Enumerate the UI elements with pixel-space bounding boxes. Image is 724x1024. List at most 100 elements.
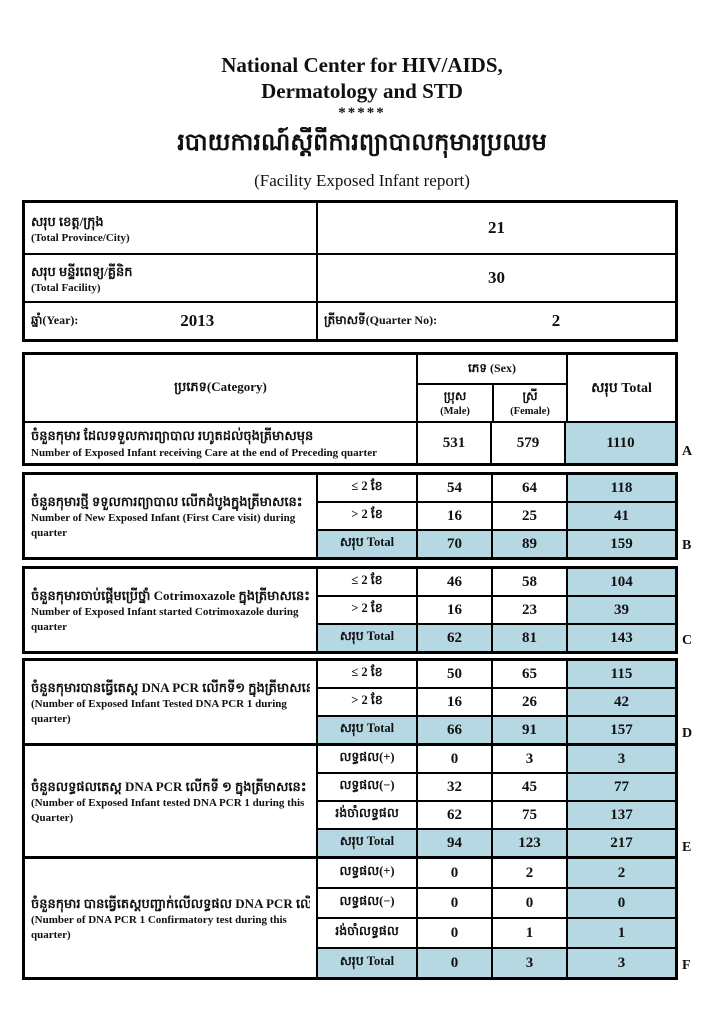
total-province-value: 21 (488, 218, 505, 237)
section-d-label-khmer: ចំនួនកុមារបានធ្វើតេស្ដ DNA PCR លើកទី១ ក្… (31, 679, 310, 695)
section-e-total-male: 94 (416, 830, 491, 856)
section-c-table: ចំនួនកុមារចាប់ផ្ដើមប្រើថ្នាំ Cotrimoxazo… (22, 566, 678, 654)
org-name-line2: Dermatology and STD (261, 79, 463, 104)
quarter-cell: ត្រីមាសទី(Quarter No): 2 (318, 303, 675, 339)
table-row: > 2 ខែ 16 25 41 (318, 501, 675, 529)
section-c-row1-male: 46 (416, 569, 491, 595)
section-e-rows: លទ្ធផល(+) 0 3 3 លទ្ធផល(−) 32 45 77 រង់ចា… (318, 746, 675, 856)
table-row: រង់ចាំលទ្ធផល 0 1 1 (318, 917, 675, 947)
section-f-row2-total: 0 (566, 889, 675, 917)
section-b-row2-female: 25 (491, 503, 566, 529)
section-e-row2-total: 77 (566, 774, 675, 800)
summary-info-table: សរុប ខេត្ត/ក្រុង (Total Province/City) 2… (22, 200, 678, 342)
section-b-row2-label: > 2 ខែ (351, 507, 383, 521)
section-d-total-label: សរុប Total (318, 717, 416, 743)
quarter-value: 2 (551, 311, 561, 330)
table-row: ≤ 2 ខែ 50 65 115 (318, 661, 675, 687)
section-d-row2-male: 16 (416, 689, 491, 715)
section-c-total-female: 81 (491, 625, 566, 651)
total-facility-label-english: (Total Facility) (31, 282, 101, 295)
section-f-table: ចំនួនកុមារ បានធ្វើតេស្ដបញ្ជាក់លើលទ្ធផល D… (22, 856, 678, 980)
section-e-label-khmer: ចំនួនលទ្ធផលតេស្ដ DNA PCR លើកទី ១ ក្នុងត្… (31, 778, 307, 794)
section-d-row1-female: 65 (491, 661, 566, 687)
section-e-row1-total: 3 (566, 746, 675, 772)
section-b-row1-total: 118 (566, 475, 675, 501)
section-d-rows: ≤ 2 ខែ 50 65 115 > 2 ខែ 16 26 42 សរុប To… (318, 661, 675, 743)
total-facility-label: សរុប មន្ទីរពេទ្យ/គ្លីនិក (Total Facility… (25, 255, 318, 301)
section-a-category: ចំនួនកុមារ ដែលទទួលការព្យាបាល រហូតដល់ចុងត… (25, 423, 418, 463)
section-c-label-khmer: ចំនួនកុមារចាប់ផ្ដើមប្រើថ្នាំ Cotrimoxazo… (31, 587, 310, 603)
section-f-row1-total: 2 (566, 859, 675, 887)
female-header: ស្រី (Female) (492, 385, 566, 421)
male-female-header-row: ប្រុស (Male) ស្រី (Female) (418, 385, 566, 421)
section-b-total-female: 89 (491, 531, 566, 557)
table-row: លទ្ធផល(−) 32 45 77 (318, 772, 675, 800)
section-b-row1-male: 54 (416, 475, 491, 501)
section-f-total-male: 0 (416, 949, 491, 977)
section-a-male-value: 531 (418, 423, 492, 463)
section-d-total-female: 91 (491, 717, 566, 743)
section-f-total-total: 3 (566, 949, 675, 977)
total-facility-value: 30 (488, 268, 505, 287)
column-header-row: ប្រភេទ(Category) ភេទ (Sex) ប្រុស (Male) … (25, 355, 675, 421)
quarter-label: ត្រីមាសទី(Quarter No): (324, 313, 438, 327)
section-d-row2-label: > 2 ខែ (351, 693, 383, 707)
section-b-row2-male: 16 (416, 503, 491, 529)
section-b-row1-label: ≤ 2 ខែ (351, 479, 383, 493)
section-a-table: ប្រភេទ(Category) ភេទ (Sex) ប្រុស (Male) … (22, 352, 678, 466)
section-f-row2-male: 0 (416, 889, 491, 917)
table-total-row: សរុប Total 0 3 3 (318, 947, 675, 977)
section-b-label-khmer: ចំនួនកុមារថ្មី ទទួលការព្យាបាល លើកដំបូងក្… (31, 493, 303, 509)
section-e-row2-female: 45 (491, 774, 566, 800)
section-c-row2-female: 23 (491, 597, 566, 623)
section-d-total-male: 66 (416, 717, 491, 743)
section-d-row1-male: 50 (416, 661, 491, 687)
section-c-row2-label: > 2 ខែ (351, 601, 383, 615)
female-header-english: (Female) (510, 406, 550, 418)
section-f-row3-female: 1 (491, 919, 566, 947)
table-row: ≤ 2 ខែ 54 64 118 (318, 475, 675, 501)
star-divider: ***** (338, 104, 386, 121)
section-c-total-male: 62 (416, 625, 491, 651)
section-c-label-english: Number of Exposed Infant started Cotrimo… (31, 606, 299, 633)
year-cell: ឆ្នាំ(Year): 2013 (25, 303, 318, 339)
section-d-row1-total: 115 (566, 661, 675, 687)
table-total-row: សរុប Total 66 91 157 (318, 715, 675, 743)
section-a-row: ចំនួនកុមារ ដែលទទួលការព្យាបាល រហូតដល់ចុងត… (25, 421, 675, 463)
section-c-total-label: សរុប Total (318, 625, 416, 651)
section-c-row1-total: 104 (566, 569, 675, 595)
year-label: ឆ្នាំ(Year): (31, 313, 79, 327)
section-e-letter: E (682, 840, 692, 855)
sex-header: ភេទ (Sex) (418, 355, 566, 385)
section-f-category: ចំនួនកុមារ បានធ្វើតេស្ដបញ្ជាក់លើលទ្ធផល D… (25, 859, 318, 977)
table-total-row: សរុប Total 62 81 143 (318, 623, 675, 651)
section-a-letter: A (682, 444, 693, 459)
section-f-row3-total: 1 (566, 919, 675, 947)
table-total-row: សរុប Total 70 89 159 (318, 529, 675, 557)
section-e-total-female: 123 (491, 830, 566, 856)
table-row: > 2 ខែ 16 23 39 (318, 595, 675, 623)
section-b-row1-female: 64 (491, 475, 566, 501)
section-d-table: ចំនួនកុមារបានធ្វើតេស្ដ DNA PCR លើកទី១ ក្… (22, 658, 678, 746)
section-e-row1-label: លទ្ធផល(+) (339, 750, 395, 764)
section-a-label-khmer: ចំនួនកុមារ ដែលទទួលការព្យាបាល រហូតដល់ចុងត… (31, 428, 314, 444)
section-f-row1-label: លទ្ធផល(+) (339, 864, 395, 878)
section-d-row1-label: ≤ 2 ខែ (351, 665, 383, 679)
section-a-label-english: Number of Exposed Infant receiving Care … (31, 446, 377, 459)
section-a-total-value: 1110 (566, 423, 675, 463)
section-e-row2-male: 32 (416, 774, 491, 800)
section-c-rows: ≤ 2 ខែ 46 58 104 > 2 ខែ 16 23 39 សរុប To… (318, 569, 675, 651)
section-e-table: ចំនួនលទ្ធផលតេស្ដ DNA PCR លើកទី ១ ក្នុងត្… (22, 743, 678, 859)
section-e-label-english: (Number of Exposed Infant tested DNA PCR… (31, 797, 305, 824)
section-b-rows: ≤ 2 ខែ 54 64 118 > 2 ខែ 16 25 41 សរុប To… (318, 475, 675, 557)
section-c-row1-female: 58 (491, 569, 566, 595)
section-f-row1-male: 0 (416, 859, 491, 887)
female-header-khmer: ស្រី (522, 389, 538, 404)
total-header: សរុប Total (591, 380, 652, 396)
table-row: លទ្ធផល(−) 0 0 0 (318, 887, 675, 917)
section-d-row2-female: 26 (491, 689, 566, 715)
section-f-row3-label: រង់ចាំលទ្ធផល (335, 924, 399, 938)
org-name-line1: National Center for HIV/AIDS, (221, 53, 503, 77)
section-d-letter: D (682, 726, 693, 741)
section-b-total-male: 70 (416, 531, 491, 557)
